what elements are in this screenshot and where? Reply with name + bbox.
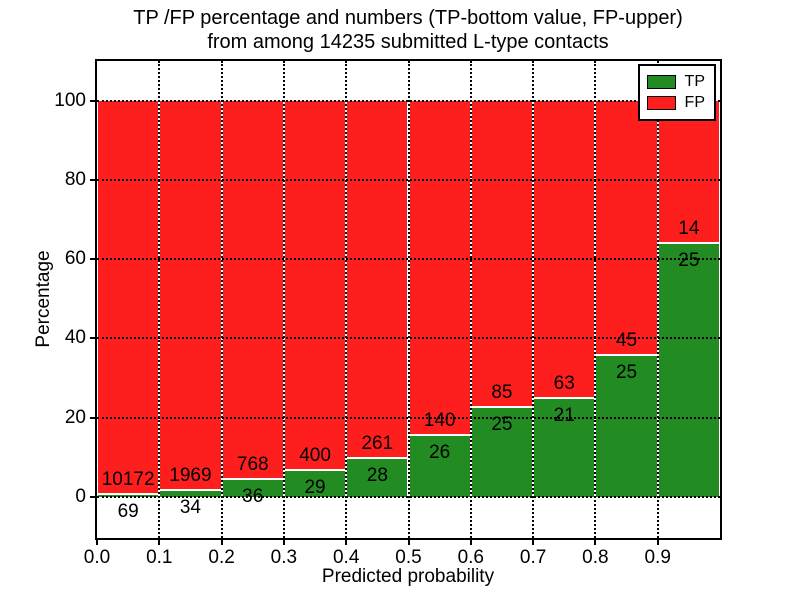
x-tick [220, 540, 223, 545]
x-tick-label: 0.5 [395, 547, 422, 568]
y-tick [90, 495, 95, 498]
bar-fp-count-label: 400 [299, 445, 331, 467]
x-tick-label: 0.9 [644, 547, 671, 568]
bar-fp-count-label: 768 [236, 454, 269, 476]
bar-fp-segment [596, 100, 657, 355]
chart-title-line2: from among 14235 submitted L-type contac… [207, 31, 609, 53]
bar-tp-segment [222, 480, 283, 497]
x-tick [96, 540, 98, 545]
legend-item-tp: TP [646, 73, 705, 91]
bar-tp-segment [471, 407, 533, 497]
bar-fp-segment [98, 100, 159, 494]
y-tick-label: 100 [54, 89, 86, 111]
bar-fp-count-label: 10172 [101, 469, 155, 491]
bar-fp-segment [658, 100, 719, 242]
bar-fp-segment [534, 100, 595, 397]
y-tick-label: 80 [64, 168, 86, 190]
y-tick-label: 20 [64, 406, 86, 428]
gridline-horizontal [97, 416, 720, 419]
x-tick-label: 0.0 [83, 547, 111, 568]
x-tick [532, 540, 535, 545]
x-tick-label: 0.3 [270, 547, 298, 568]
y-tick-label: 60 [64, 248, 86, 270]
x-tick-label: 0.4 [332, 547, 360, 568]
bar-tp-segment [534, 398, 595, 497]
bar-tp-segment [347, 459, 408, 497]
x-tick-label: 0.7 [519, 547, 547, 568]
x-axis-label: Predicted probability [321, 566, 495, 587]
bar-tp-count-label: 25 [615, 362, 638, 384]
legend-fp-swatch [646, 96, 676, 110]
bar-fp-count-label: 140 [423, 409, 456, 431]
bar-fp-count-label: 261 [361, 433, 394, 455]
gridline-vertical [345, 61, 348, 538]
gridline-horizontal [97, 178, 720, 181]
gridline-horizontal [97, 99, 720, 102]
legend: TP FP [637, 64, 716, 121]
bar-tp-count-label: 29 [304, 477, 326, 499]
plot-area: TP FP 10172 69 1969 34 768 36 400 29 261 28 140 26 85… [95, 59, 722, 540]
x-tick [345, 540, 348, 545]
bar-tp-segment [596, 356, 657, 497]
chart-title-line1: TP /FP percentage and numbers (TP-bottom… [133, 7, 683, 29]
bar-fp-count-label: 45 [615, 330, 638, 352]
y-tick [90, 337, 95, 340]
legend-fp-label: FP [684, 94, 705, 111]
bar-fp-segment [284, 100, 346, 469]
x-tick-label: 0.8 [582, 547, 609, 568]
bar-fp-segment [222, 100, 283, 479]
bar-tp-segment [284, 471, 346, 497]
bar-tp-count-label: 25 [491, 413, 513, 435]
gridline-vertical [656, 61, 659, 538]
chart-title: TP /FP percentage and numbers (TP-bottom… [133, 6, 683, 54]
gridline-horizontal [97, 495, 720, 498]
bar-tp-segment [658, 243, 719, 497]
bar-fp-segment [409, 100, 470, 434]
y-tick [90, 99, 95, 102]
x-tick [594, 540, 597, 545]
bar-fp-count-label: 85 [491, 381, 513, 403]
bar-tp-count-label: 34 [179, 497, 202, 519]
bar-fp-count-label: 14 [678, 217, 700, 239]
bar-fp-segment [471, 100, 533, 406]
x-tick-label: 0.6 [457, 547, 485, 568]
x-tick [158, 540, 161, 545]
gridline-vertical [594, 61, 597, 538]
bar-fp-count-label: 63 [553, 372, 575, 394]
gridline-horizontal [97, 337, 720, 340]
x-tick [656, 540, 659, 545]
x-tick-label: 0.2 [208, 547, 235, 568]
y-tick [90, 258, 95, 261]
bar-tp-segment [160, 491, 221, 497]
y-tick-label: 0 [75, 485, 86, 507]
legend-item-fp: FP [646, 94, 705, 112]
gridline-vertical [282, 61, 285, 538]
legend-tp-swatch [646, 75, 676, 89]
bar-tp-count-label: 69 [117, 501, 139, 523]
bar-tp-segment [409, 435, 470, 497]
y-tick-label: 40 [64, 327, 86, 349]
gridline-horizontal [97, 258, 720, 261]
x-tick [282, 540, 285, 545]
gridline-vertical [158, 61, 161, 538]
gridline-vertical [407, 61, 410, 538]
bar-fp-count-label: 1969 [169, 465, 212, 487]
gridline-vertical [220, 61, 223, 538]
x-tick [407, 540, 410, 545]
bar-tp-count-label: 26 [429, 441, 451, 463]
bar-fp-segment [160, 100, 221, 490]
bar-tp-count-label: 36 [242, 486, 264, 508]
gridline-vertical [532, 61, 535, 538]
gridline-vertical [469, 61, 472, 538]
bar-fp-segment [347, 100, 408, 458]
x-tick [469, 540, 472, 545]
y-tick [90, 178, 95, 181]
bar-tp-count-label: 28 [366, 465, 388, 487]
bar-tp-count-label: 25 [678, 249, 700, 271]
y-tick [90, 416, 95, 419]
legend-tp-label: TP [684, 73, 705, 90]
bar-tp-count-label: 21 [553, 404, 575, 426]
x-tick-label: 0.1 [146, 547, 173, 568]
